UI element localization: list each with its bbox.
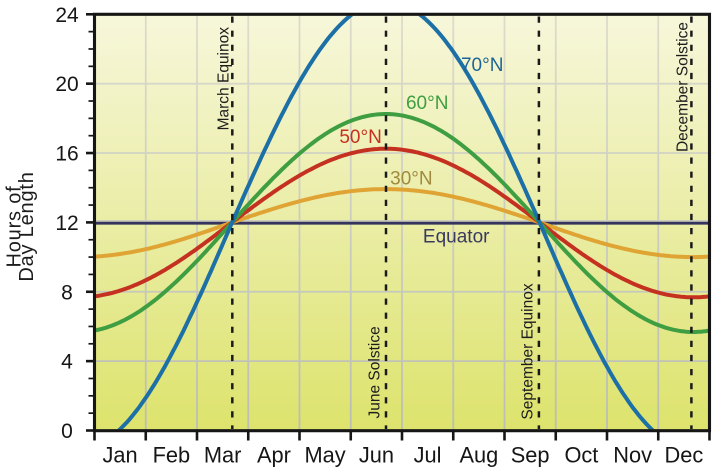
svg-text:Oct: Oct [564,442,598,467]
svg-text:16: 16 [55,143,78,166]
svg-text:Aug: Aug [460,442,499,467]
svg-text:Apr: Apr [257,442,291,467]
svg-text:24: 24 [55,4,79,27]
svg-text:March Equinox: March Equinox [215,27,232,131]
svg-text:12: 12 [55,212,78,235]
svg-text:Dec: Dec [665,442,704,467]
svg-text:0: 0 [61,420,73,443]
svg-text:Hours of: Hours of [4,186,26,268]
svg-text:Feb: Feb [153,442,191,467]
svg-text:Jun: Jun [359,442,394,467]
svg-text:Sep: Sep [511,442,550,467]
svg-text:May: May [305,442,346,467]
svg-text:September Equinox: September Equinox [519,283,536,419]
svg-text:50°N: 50°N [339,127,381,148]
svg-text:Jan: Jan [103,442,138,467]
svg-text:Nov: Nov [613,442,652,467]
svg-text:June Solstice: June Solstice [367,326,384,418]
svg-text:Jul: Jul [414,442,442,467]
svg-text:60°N: 60°N [406,93,448,114]
svg-text:4: 4 [61,351,73,374]
svg-text:8: 8 [61,281,73,304]
svg-text:Equator: Equator [423,226,490,247]
svg-text:30°N: 30°N [390,169,432,190]
svg-text:Mar: Mar [204,442,242,467]
svg-text:70°N: 70°N [461,55,503,76]
svg-text:Day Length: Day Length [16,171,38,281]
svg-text:20: 20 [55,73,78,96]
svg-text:December Solstice: December Solstice [674,22,691,152]
